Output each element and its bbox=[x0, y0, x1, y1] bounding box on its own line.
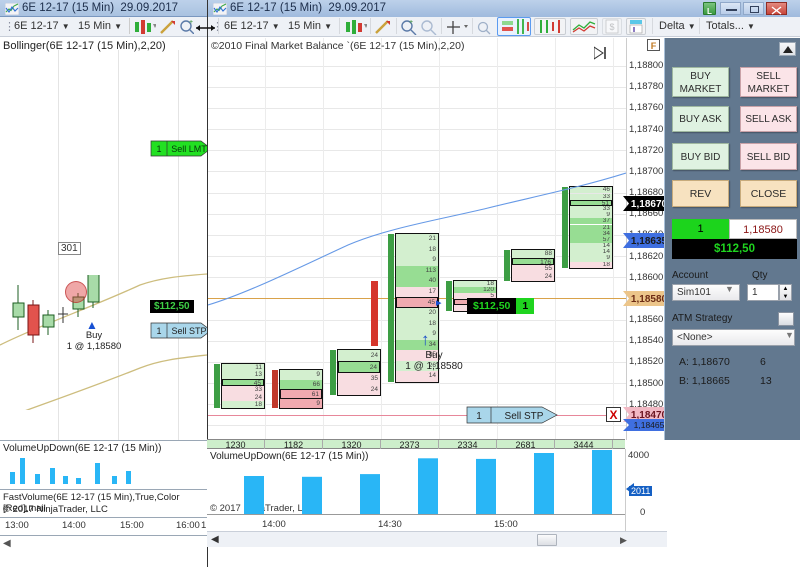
svg-text:1,18580: 1,18580 bbox=[631, 294, 668, 305]
svg-text:1: 1 bbox=[156, 326, 161, 336]
svg-text:+: + bbox=[409, 20, 413, 26]
svg-text:1: 1 bbox=[156, 144, 161, 154]
svg-text:Sell LMT: Sell LMT bbox=[171, 144, 207, 154]
svg-text:1,18635: 1,18635 bbox=[631, 236, 668, 247]
svg-text:$: $ bbox=[609, 22, 614, 32]
svg-text:1: 1 bbox=[476, 411, 482, 422]
svg-text:1,18670: 1,18670 bbox=[631, 199, 668, 210]
svg-text:L: L bbox=[707, 7, 712, 16]
svg-text:+: + bbox=[189, 20, 193, 26]
svg-text:Sell STP: Sell STP bbox=[171, 326, 206, 336]
svg-text:1,18465: 1,18465 bbox=[634, 420, 665, 430]
svg-text:Sell STP: Sell STP bbox=[505, 411, 544, 422]
